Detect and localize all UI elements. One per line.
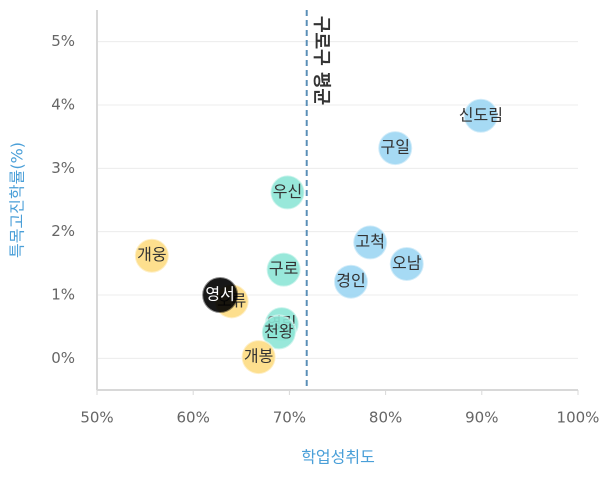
point-label: 신도림 (459, 105, 503, 124)
point (202, 277, 239, 313)
point-label: 천왕 (264, 322, 294, 341)
point-label: 구로 (269, 259, 298, 278)
point (352, 224, 389, 261)
point-label: 개봉 (244, 347, 273, 366)
x-tick-label: 80% (369, 409, 402, 427)
point-label: 구일 (380, 138, 409, 157)
point-label: 경인 (336, 271, 365, 290)
x-tick-label: 90% (465, 409, 498, 427)
point-label: 영서 (205, 285, 234, 304)
point (462, 97, 499, 134)
point (133, 237, 170, 274)
point (260, 314, 297, 351)
x-tick-label: 50% (80, 409, 113, 427)
x-tick-label: 60% (177, 409, 210, 427)
y-tick-label: 0% (51, 349, 75, 367)
point (377, 130, 414, 167)
point (240, 339, 277, 376)
x-axis-title: 학업성취도 (301, 448, 375, 467)
x-tick-label: 100% (557, 409, 600, 427)
reference-label: 구로구 평균 (311, 16, 332, 105)
y-tick-label: 3% (51, 159, 75, 177)
y-axis-title: 특목고진학률(%) (8, 142, 27, 258)
y-tick-label: 2% (51, 222, 75, 240)
point-label: 개웅 (137, 245, 166, 264)
point (388, 245, 425, 282)
point (332, 263, 369, 300)
x-tick-label: 70% (273, 409, 306, 427)
point (265, 251, 302, 288)
y-tick-label: 1% (51, 286, 75, 304)
point-label: 우신 (273, 182, 302, 201)
y-tick-label: 5% (51, 32, 75, 50)
y-tick-label: 4% (51, 96, 75, 114)
point-label: 고척 (355, 232, 384, 251)
point (269, 174, 306, 211)
point-label: 오남 (392, 253, 422, 272)
